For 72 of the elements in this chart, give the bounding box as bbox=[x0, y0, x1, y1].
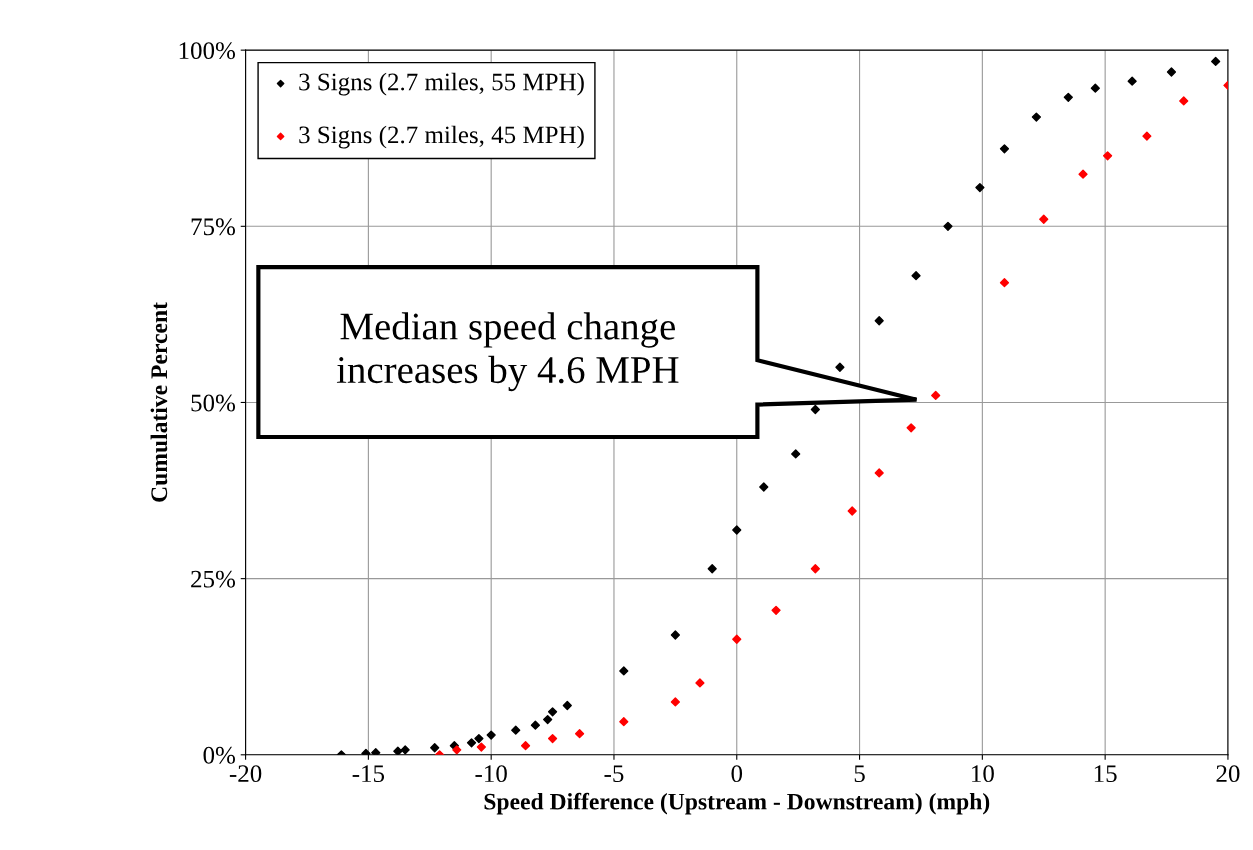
point bbox=[543, 714, 553, 725]
point bbox=[547, 733, 558, 744]
point bbox=[1179, 96, 1189, 106]
legend-label: 3 Signs (2.7 miles, 55 MPH) bbox=[299, 72, 584, 96]
y-tick-label: 100% bbox=[179, 42, 236, 60]
point bbox=[619, 717, 629, 727]
point bbox=[874, 316, 884, 326]
point bbox=[931, 390, 941, 401]
point bbox=[452, 745, 462, 755]
point bbox=[400, 745, 410, 755]
point bbox=[1063, 92, 1073, 102]
point bbox=[530, 720, 541, 730]
y-tick-label: 50% bbox=[191, 394, 236, 412]
x-tick-label: -20 bbox=[229, 765, 262, 783]
point bbox=[1142, 131, 1152, 141]
point bbox=[1078, 169, 1088, 179]
point bbox=[707, 564, 717, 574]
x-tick-label: 0 bbox=[731, 765, 743, 783]
x-tick-label: -5 bbox=[604, 765, 624, 783]
y-axis-title: Cumulative Percent bbox=[150, 302, 168, 502]
point bbox=[466, 738, 477, 748]
point bbox=[1039, 214, 1049, 224]
point bbox=[759, 482, 769, 492]
x-axis-title: Speed Difference (Upstream - Downstream) (mph) bbox=[484, 792, 990, 815]
point bbox=[999, 144, 1010, 154]
x-tick-label: -15 bbox=[352, 765, 385, 783]
annotation: Median speed change increases by 4.6 MPH bbox=[336, 312, 679, 392]
point bbox=[562, 700, 572, 711]
point bbox=[911, 271, 921, 281]
x-tick-label: -10 bbox=[475, 765, 507, 783]
point bbox=[574, 729, 585, 739]
point bbox=[371, 748, 381, 755]
point bbox=[847, 506, 857, 516]
point bbox=[906, 423, 916, 433]
point bbox=[1031, 112, 1042, 122]
point bbox=[1166, 67, 1177, 77]
point bbox=[732, 525, 742, 535]
point bbox=[975, 182, 985, 193]
x-tick-label: 15 bbox=[1094, 765, 1117, 783]
point bbox=[732, 634, 742, 644]
point bbox=[1090, 83, 1100, 93]
y-tick-label: 0% bbox=[203, 746, 236, 764]
point bbox=[999, 278, 1010, 288]
point bbox=[771, 605, 781, 615]
point bbox=[1102, 151, 1113, 161]
point bbox=[943, 221, 953, 231]
point bbox=[835, 362, 845, 372]
point bbox=[874, 468, 884, 478]
x-tick-label: 20 bbox=[1216, 765, 1240, 783]
point bbox=[511, 725, 521, 735]
point bbox=[1211, 56, 1221, 67]
x-tick-label: 5 bbox=[854, 765, 865, 783]
point bbox=[476, 742, 486, 752]
point bbox=[810, 404, 820, 415]
point bbox=[810, 564, 820, 574]
point bbox=[361, 748, 371, 755]
point bbox=[619, 666, 629, 676]
point bbox=[1127, 76, 1137, 86]
point bbox=[393, 746, 403, 755]
point bbox=[430, 743, 440, 753]
point bbox=[520, 741, 531, 751]
x-tick-label: 10 bbox=[972, 765, 994, 783]
legend-label: 3 Signs (2.7 miles, 45 MPH) bbox=[299, 125, 584, 149]
point bbox=[474, 733, 484, 744]
y-tick-label: 25% bbox=[191, 570, 236, 588]
point bbox=[791, 449, 801, 459]
point bbox=[695, 678, 705, 688]
y-tick-label: 75% bbox=[191, 218, 236, 236]
point bbox=[547, 707, 558, 717]
point bbox=[670, 630, 680, 640]
point bbox=[486, 730, 496, 740]
point bbox=[670, 697, 680, 707]
